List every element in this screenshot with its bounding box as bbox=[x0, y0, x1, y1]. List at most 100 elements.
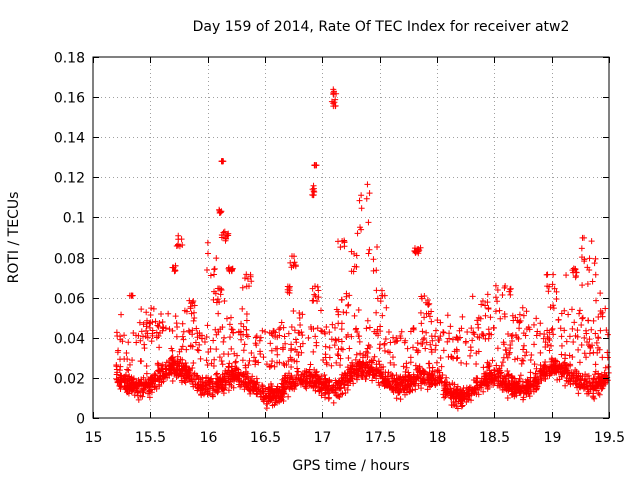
data-point bbox=[232, 359, 239, 366]
data-point bbox=[542, 343, 549, 350]
data-point bbox=[169, 327, 176, 334]
data-point bbox=[440, 329, 447, 336]
data-point bbox=[339, 346, 346, 353]
data-point bbox=[412, 248, 419, 255]
data-point bbox=[350, 268, 357, 275]
data-point bbox=[504, 394, 511, 401]
data-point bbox=[235, 372, 242, 379]
data-point bbox=[549, 281, 556, 288]
data-point bbox=[567, 361, 574, 368]
data-point bbox=[252, 358, 259, 365]
data-point bbox=[243, 331, 250, 338]
data-point bbox=[522, 389, 529, 396]
data-point bbox=[604, 331, 611, 338]
data-point bbox=[551, 365, 558, 372]
data-point bbox=[253, 375, 260, 382]
data-point bbox=[281, 362, 288, 369]
data-point bbox=[400, 387, 407, 394]
data-point bbox=[269, 358, 276, 365]
data-point bbox=[542, 358, 549, 365]
data-point bbox=[283, 379, 290, 386]
data-point bbox=[373, 267, 380, 274]
data-point bbox=[214, 370, 221, 377]
data-point bbox=[191, 302, 198, 309]
data-point bbox=[180, 328, 187, 335]
data-point bbox=[228, 326, 235, 333]
data-point bbox=[158, 311, 165, 318]
x-tick-label: 18.5 bbox=[479, 430, 510, 446]
data-point bbox=[278, 380, 285, 387]
data-point bbox=[563, 374, 570, 381]
data-point bbox=[228, 382, 235, 389]
data-point bbox=[263, 361, 270, 368]
data-point bbox=[239, 305, 246, 312]
data-point bbox=[517, 372, 524, 379]
data-point bbox=[115, 378, 122, 385]
data-point bbox=[486, 331, 493, 338]
data-point bbox=[198, 383, 205, 390]
data-point bbox=[338, 296, 345, 303]
data-point bbox=[203, 333, 210, 340]
data-point bbox=[432, 346, 439, 353]
data-point bbox=[355, 360, 362, 367]
data-point bbox=[414, 365, 421, 372]
data-point bbox=[407, 354, 414, 361]
data-point bbox=[590, 394, 597, 401]
data-point bbox=[465, 388, 472, 395]
data-point bbox=[211, 356, 218, 363]
data-point bbox=[603, 327, 610, 334]
data-point bbox=[520, 342, 527, 349]
data-point bbox=[143, 363, 150, 370]
data-point bbox=[516, 311, 523, 318]
data-point bbox=[578, 341, 585, 348]
data-point bbox=[377, 298, 384, 305]
data-point bbox=[128, 376, 135, 383]
data-point bbox=[291, 327, 298, 334]
data-point bbox=[140, 381, 147, 388]
data-point bbox=[415, 382, 422, 389]
data-point bbox=[586, 255, 593, 262]
data-point bbox=[278, 396, 285, 403]
data-point bbox=[353, 263, 360, 270]
data-point bbox=[270, 327, 277, 334]
data-point bbox=[443, 374, 450, 381]
data-point bbox=[340, 309, 347, 316]
data-point bbox=[568, 306, 575, 313]
data-point bbox=[448, 354, 455, 361]
data-point bbox=[189, 327, 196, 334]
data-point bbox=[325, 395, 332, 402]
data-point bbox=[419, 328, 426, 335]
data-point bbox=[428, 349, 435, 356]
y-tick-label: 0.12 bbox=[54, 171, 85, 187]
data-point bbox=[506, 349, 513, 356]
data-point bbox=[421, 314, 428, 321]
data-point bbox=[379, 312, 386, 319]
data-point bbox=[469, 337, 476, 344]
data-point bbox=[352, 356, 359, 363]
data-point bbox=[155, 367, 162, 374]
data-point bbox=[331, 324, 338, 331]
data-point bbox=[230, 329, 237, 336]
data-point bbox=[291, 357, 298, 364]
data-point bbox=[480, 379, 487, 386]
data-point bbox=[457, 386, 464, 393]
data-point bbox=[433, 359, 440, 366]
data-point bbox=[468, 325, 475, 332]
data-point bbox=[254, 391, 261, 398]
data-point bbox=[509, 388, 516, 395]
data-point bbox=[447, 385, 454, 392]
data-point bbox=[133, 339, 140, 346]
data-point bbox=[406, 382, 413, 389]
data-point bbox=[593, 297, 600, 304]
data-point bbox=[508, 332, 515, 339]
data-point bbox=[274, 385, 281, 392]
data-point bbox=[213, 371, 220, 378]
data-point bbox=[143, 323, 150, 330]
data-point bbox=[421, 292, 428, 299]
data-point bbox=[276, 359, 283, 366]
data-point bbox=[293, 376, 300, 383]
data-point bbox=[191, 370, 198, 377]
data-point bbox=[140, 374, 147, 381]
data-point bbox=[592, 379, 599, 386]
data-point bbox=[188, 310, 195, 317]
